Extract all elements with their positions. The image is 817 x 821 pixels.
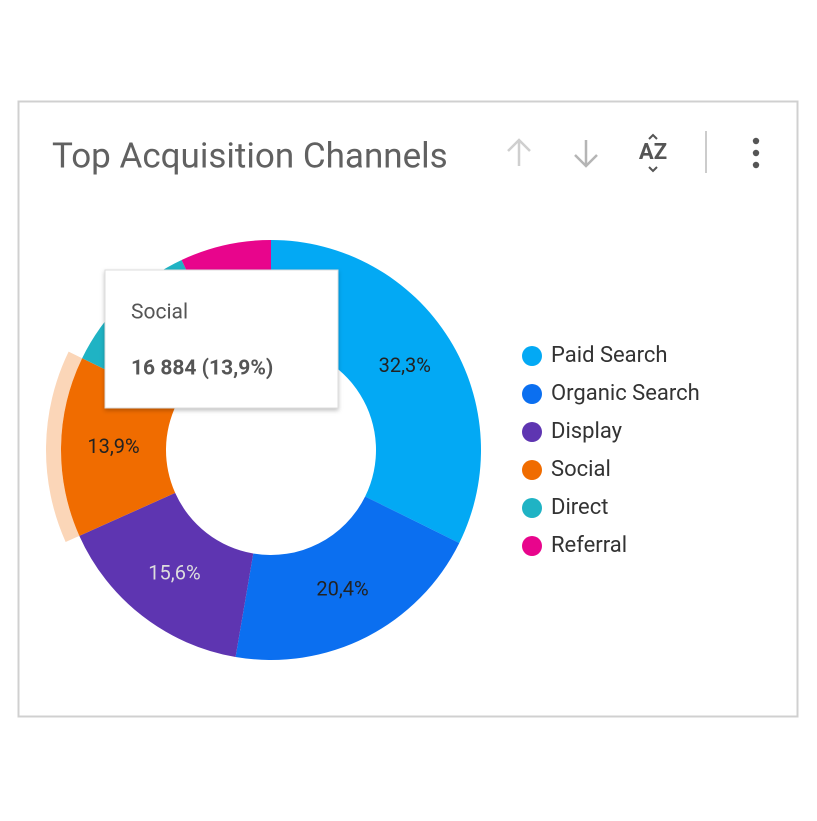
legend-swatch <box>522 346 542 366</box>
more-button[interactable] <box>752 137 760 169</box>
sort-az-button[interactable]: AZ <box>639 133 667 173</box>
legend-label: Direct <box>551 495 608 520</box>
tooltip-value: 16 884 (13,9%) <box>131 357 273 381</box>
value-label: 13,9% <box>87 434 139 458</box>
slice <box>79 492 254 657</box>
legend-swatch <box>522 384 542 404</box>
legend-label: Organic Search <box>551 381 700 406</box>
value-label: 32,3% <box>379 353 431 377</box>
highlight-halo <box>45 351 83 542</box>
legend-swatch <box>522 498 542 518</box>
sort-down-button[interactable] <box>574 140 598 168</box>
tooltip-title: Social <box>131 301 188 325</box>
legend-swatch <box>522 422 542 442</box>
legend-label: Social <box>551 457 611 482</box>
sort-label: AZ <box>639 140 667 165</box>
value-label: 15,6% <box>148 561 200 585</box>
tooltip-box <box>104 269 339 409</box>
legend: Paid Search Organic Search Display Social Di… <box>522 343 700 558</box>
legend-swatch <box>522 536 542 556</box>
sort-up-button[interactable] <box>507 138 531 166</box>
chart-title: Top Acquisition Channels <box>52 135 448 176</box>
legend-label: Paid Search <box>551 343 668 368</box>
legend-label: Display <box>551 419 623 444</box>
tooltip: Social 16 884 (13,9%) <box>104 269 339 409</box>
value-label: 20,4% <box>316 577 368 601</box>
legend-label: Referral <box>551 533 627 558</box>
slice <box>235 496 460 660</box>
legend-swatch <box>522 460 542 480</box>
